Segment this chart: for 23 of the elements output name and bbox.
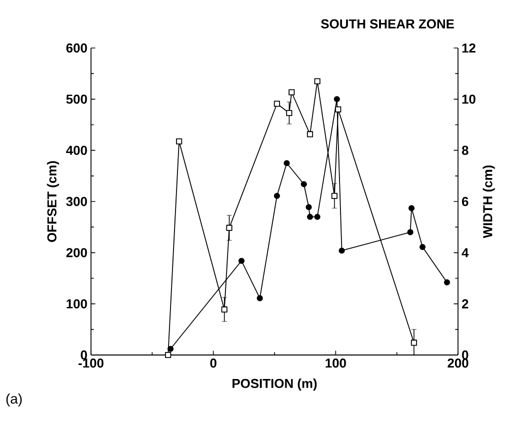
y-tick-label: 100: [66, 299, 87, 308]
x-tick-label: 100: [326, 358, 346, 368]
chart-title: SOUTH SHEAR ZONE: [321, 19, 454, 28]
y2-tick-label: 4: [462, 248, 469, 258]
text: (a): [6, 393, 22, 406]
x-axis-title: POSITION (m): [232, 378, 317, 391]
y2-tick-label: 6: [462, 196, 468, 206]
y-tick-label: 300: [66, 196, 87, 206]
x-tick-label: -100: [78, 358, 104, 368]
y-tick-label: 200: [66, 248, 87, 258]
y2-tick-label: 0: [462, 350, 468, 360]
x-tick-label: 200: [448, 358, 468, 368]
y2-tick-label: 12: [462, 43, 476, 53]
y-tick-label: 0: [80, 350, 87, 360]
y-tick-label: 400: [66, 146, 87, 155]
y-tick-label: 600: [66, 43, 87, 53]
y2-tick-label: 8: [462, 146, 468, 155]
y2-tick-label: 10: [462, 94, 476, 104]
x-tick-label: 0: [210, 358, 216, 368]
y2-tick-label: 2: [462, 299, 468, 308]
y-axis-title: OFFSET (cm): [46, 161, 60, 242]
y-tick-label: 500: [66, 94, 87, 104]
y2-axis-title: WIDTH (cm): [482, 165, 495, 238]
